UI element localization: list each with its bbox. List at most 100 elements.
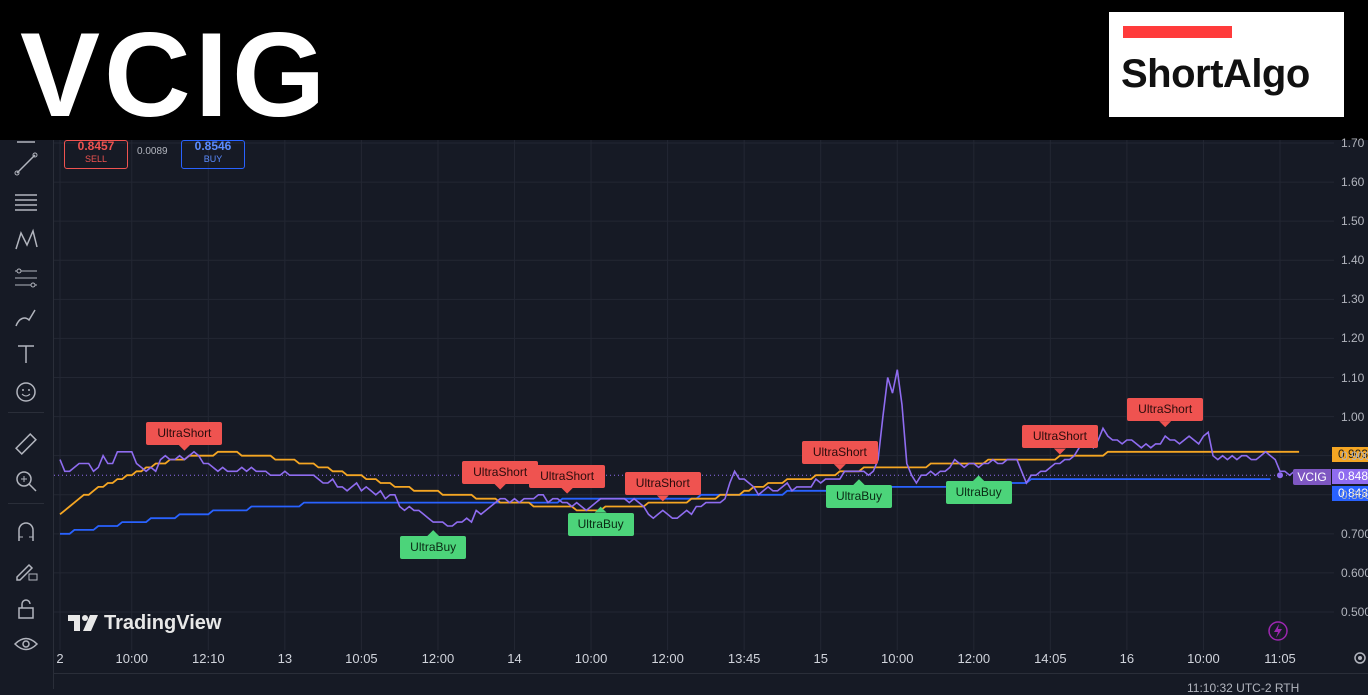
x-tick-label: 12:00 bbox=[957, 651, 991, 666]
text-icon bbox=[18, 345, 34, 363]
gear-icon[interactable] bbox=[1352, 650, 1368, 666]
sell-label: SELL bbox=[84, 154, 108, 164]
lock-pencil-icon bbox=[16, 563, 38, 581]
x-tick-label: 10:00 bbox=[880, 651, 914, 666]
y-tick-label: 1.60 bbox=[1341, 175, 1365, 190]
signal-pointer bbox=[852, 479, 865, 486]
y-tick-label: 0.500 bbox=[1341, 605, 1368, 619]
drawing-toolbar bbox=[0, 140, 54, 689]
fib-icon bbox=[15, 268, 37, 288]
y-tick-label: 1.50 bbox=[1341, 214, 1365, 229]
toolbar-divider bbox=[8, 412, 44, 413]
y-tick-label: 1.10 bbox=[1341, 370, 1365, 385]
brush-icon bbox=[15, 309, 36, 327]
eye-icon bbox=[13, 637, 39, 651]
buy-price: 0.8546 bbox=[194, 139, 232, 153]
emoji-tool[interactable] bbox=[10, 378, 42, 406]
zoom-tool[interactable] bbox=[10, 467, 42, 495]
ultrashort-signal-label: UltraShort bbox=[1127, 398, 1204, 422]
fib-tool[interactable] bbox=[10, 264, 42, 292]
x-tick-label: 12:10 bbox=[192, 651, 225, 666]
ultrabuy-signal-label: UltraBuy bbox=[825, 485, 892, 509]
x-tick-label: 16 bbox=[1119, 651, 1135, 666]
x-tick-label: 2 bbox=[56, 651, 64, 666]
chart-area[interactable] bbox=[54, 140, 1368, 689]
y-tick-label: 0.700 bbox=[1341, 526, 1368, 541]
y-tick-label: 1.20 bbox=[1341, 331, 1365, 346]
eye-tool[interactable] bbox=[10, 630, 42, 658]
status-clock: 11:10:32 UTC-2 RTH bbox=[1187, 681, 1300, 695]
horizontal-lines-icon bbox=[15, 194, 37, 211]
cursor-icon bbox=[17, 141, 35, 143]
ultrashort-signal-label: UltraShort bbox=[529, 464, 606, 488]
signal-pointer bbox=[494, 483, 507, 490]
sell-price: 0.8457 bbox=[77, 139, 115, 153]
y-tick-label: 0.800 bbox=[1341, 487, 1368, 502]
logo-text: ShortAlgo bbox=[1121, 52, 1310, 96]
x-tick-label: 13 bbox=[277, 651, 293, 666]
buy-label: BUY bbox=[203, 154, 223, 164]
signal-pointer bbox=[561, 487, 574, 494]
blue-ma-price-value: 0.843 bbox=[1332, 486, 1368, 501]
lock-icon bbox=[18, 599, 34, 619]
price-chart[interactable] bbox=[54, 140, 1368, 689]
ultrabuy-signal-label: UltraBuy bbox=[945, 481, 1012, 505]
lock-tool[interactable] bbox=[10, 595, 42, 623]
ultrashort-signal-label: UltraShort bbox=[1021, 425, 1098, 449]
tradingview-watermark: TradingView bbox=[68, 612, 221, 635]
x-tick-label: 14 bbox=[507, 651, 522, 666]
signal-pointer bbox=[427, 530, 440, 537]
logo-accent-bar bbox=[1123, 26, 1232, 38]
last-price-dot bbox=[1277, 472, 1283, 479]
x-tick-label: 11:05 bbox=[1264, 651, 1296, 666]
shortalgo-logo: ShortAlgo bbox=[1109, 12, 1344, 117]
x-tick-label: 10:00 bbox=[115, 651, 149, 666]
signal-pointer bbox=[972, 475, 985, 482]
toolbar-divider bbox=[8, 503, 44, 504]
x-tick-label: 10:00 bbox=[574, 651, 608, 666]
trend-line-icon bbox=[14, 152, 38, 176]
lock-pencil-tool[interactable] bbox=[10, 556, 42, 584]
symbol-price-tag: VCIG bbox=[1293, 469, 1331, 485]
signal-pointer bbox=[1053, 448, 1066, 455]
ruler-tool[interactable] bbox=[10, 430, 42, 458]
ultrashort-signal-label: UltraShort bbox=[462, 460, 539, 484]
x-tick-label: 10:00 bbox=[1187, 651, 1220, 666]
brush-tool[interactable] bbox=[10, 303, 42, 331]
trend-line-tool[interactable] bbox=[10, 150, 42, 178]
y-tick-label: 0.900 bbox=[1341, 448, 1368, 463]
pattern-tool[interactable] bbox=[10, 226, 42, 254]
header-banner: VCIG ShortAlgo bbox=[0, 0, 1368, 140]
spread-value: 0.0089 bbox=[137, 146, 168, 157]
text-tool[interactable] bbox=[10, 340, 42, 368]
orange-ma-line bbox=[59, 450, 1300, 515]
signal-pointer bbox=[656, 495, 669, 502]
magnet-icon bbox=[18, 522, 34, 541]
sell-button[interactable]: 0.8457 SELL bbox=[64, 139, 128, 169]
ruler-icon bbox=[15, 433, 37, 455]
lightning-icon[interactable] bbox=[1268, 621, 1288, 641]
orange-ma-price-value: 0.903 bbox=[1332, 447, 1368, 462]
pattern-icon bbox=[15, 228, 38, 250]
buy-button[interactable]: 0.8546 BUY bbox=[181, 139, 245, 169]
magnet-tool[interactable] bbox=[10, 518, 42, 546]
y-tick-label: 1.70 bbox=[1341, 136, 1365, 150]
x-tick-label: 10:05 bbox=[345, 651, 378, 666]
signal-pointer bbox=[1159, 421, 1172, 428]
horizontal-lines-tool[interactable] bbox=[10, 188, 42, 216]
x-tick-label: 12:00 bbox=[421, 651, 455, 666]
y-tick-label: 1.40 bbox=[1341, 253, 1365, 268]
zoom-icon bbox=[16, 471, 37, 492]
y-tick-label: 1.30 bbox=[1341, 292, 1365, 307]
x-tick-label: 13:45 bbox=[727, 651, 761, 666]
ultrabuy-signal-label: UltraBuy bbox=[567, 512, 634, 536]
watermark-text: TradingView bbox=[104, 612, 222, 634]
ultrashort-signal-label: UltraShort bbox=[146, 421, 223, 445]
y-tick-label: 1.00 bbox=[1341, 409, 1365, 424]
emoji-icon bbox=[16, 382, 36, 402]
cursor-tool[interactable] bbox=[10, 140, 42, 144]
signal-pointer bbox=[178, 444, 191, 451]
x-tick-label: 15 bbox=[813, 651, 828, 666]
tradingview-logo-icon bbox=[68, 614, 98, 631]
signal-pointer bbox=[594, 506, 607, 513]
